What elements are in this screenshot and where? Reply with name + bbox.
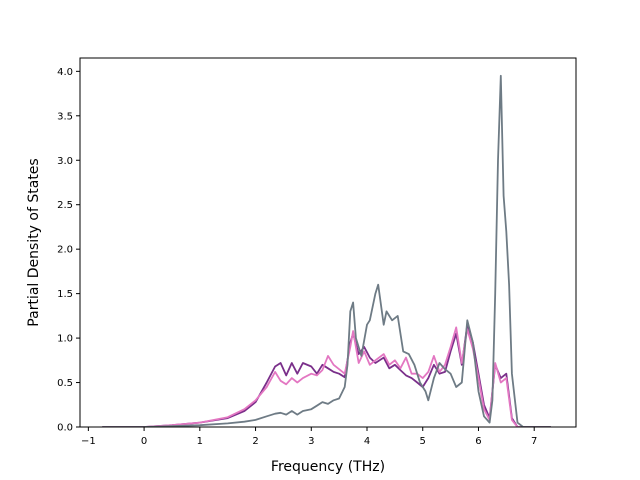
y-tick-label: 1.5 xyxy=(57,289,73,300)
x-tick-label: 3 xyxy=(308,436,314,447)
series-layer xyxy=(102,74,551,427)
x-tick-label: 7 xyxy=(531,436,537,447)
x-tick-label: 1 xyxy=(197,436,203,447)
x-tick-label: 4 xyxy=(364,436,370,447)
x-axis-ticks: −1 0 1 2 3 4 5 6 7 xyxy=(81,427,537,447)
series-line-2 xyxy=(102,326,551,427)
y-tick-label: 4.0 xyxy=(57,67,73,78)
y-axis-ticks: 0.0 0.5 1.0 1.5 2.0 2.5 3.0 3.5 4.0 xyxy=(57,67,80,434)
y-tick-label: 1.0 xyxy=(57,334,73,345)
x-tick-label: 6 xyxy=(475,436,481,447)
y-tick-label: 3.5 xyxy=(57,111,73,122)
y-tick-label: 0.0 xyxy=(57,423,73,434)
x-tick-label: 5 xyxy=(420,436,426,447)
y-axis-label: Partial Density of States xyxy=(26,158,42,326)
x-tick-label: −1 xyxy=(81,436,96,447)
y-tick-label: 3.0 xyxy=(57,156,73,167)
y-tick-label: 2.5 xyxy=(57,200,73,211)
x-tick-label: 0 xyxy=(141,436,147,447)
plot-area xyxy=(102,74,551,427)
y-tick-label: 2.0 xyxy=(57,245,73,256)
plot-frame xyxy=(79,57,577,428)
series-line-3 xyxy=(102,74,551,427)
x-tick-label: 2 xyxy=(252,436,258,447)
y-tick-label: 0.5 xyxy=(57,378,73,389)
x-axis-label: Frequency (THz) xyxy=(271,459,385,475)
